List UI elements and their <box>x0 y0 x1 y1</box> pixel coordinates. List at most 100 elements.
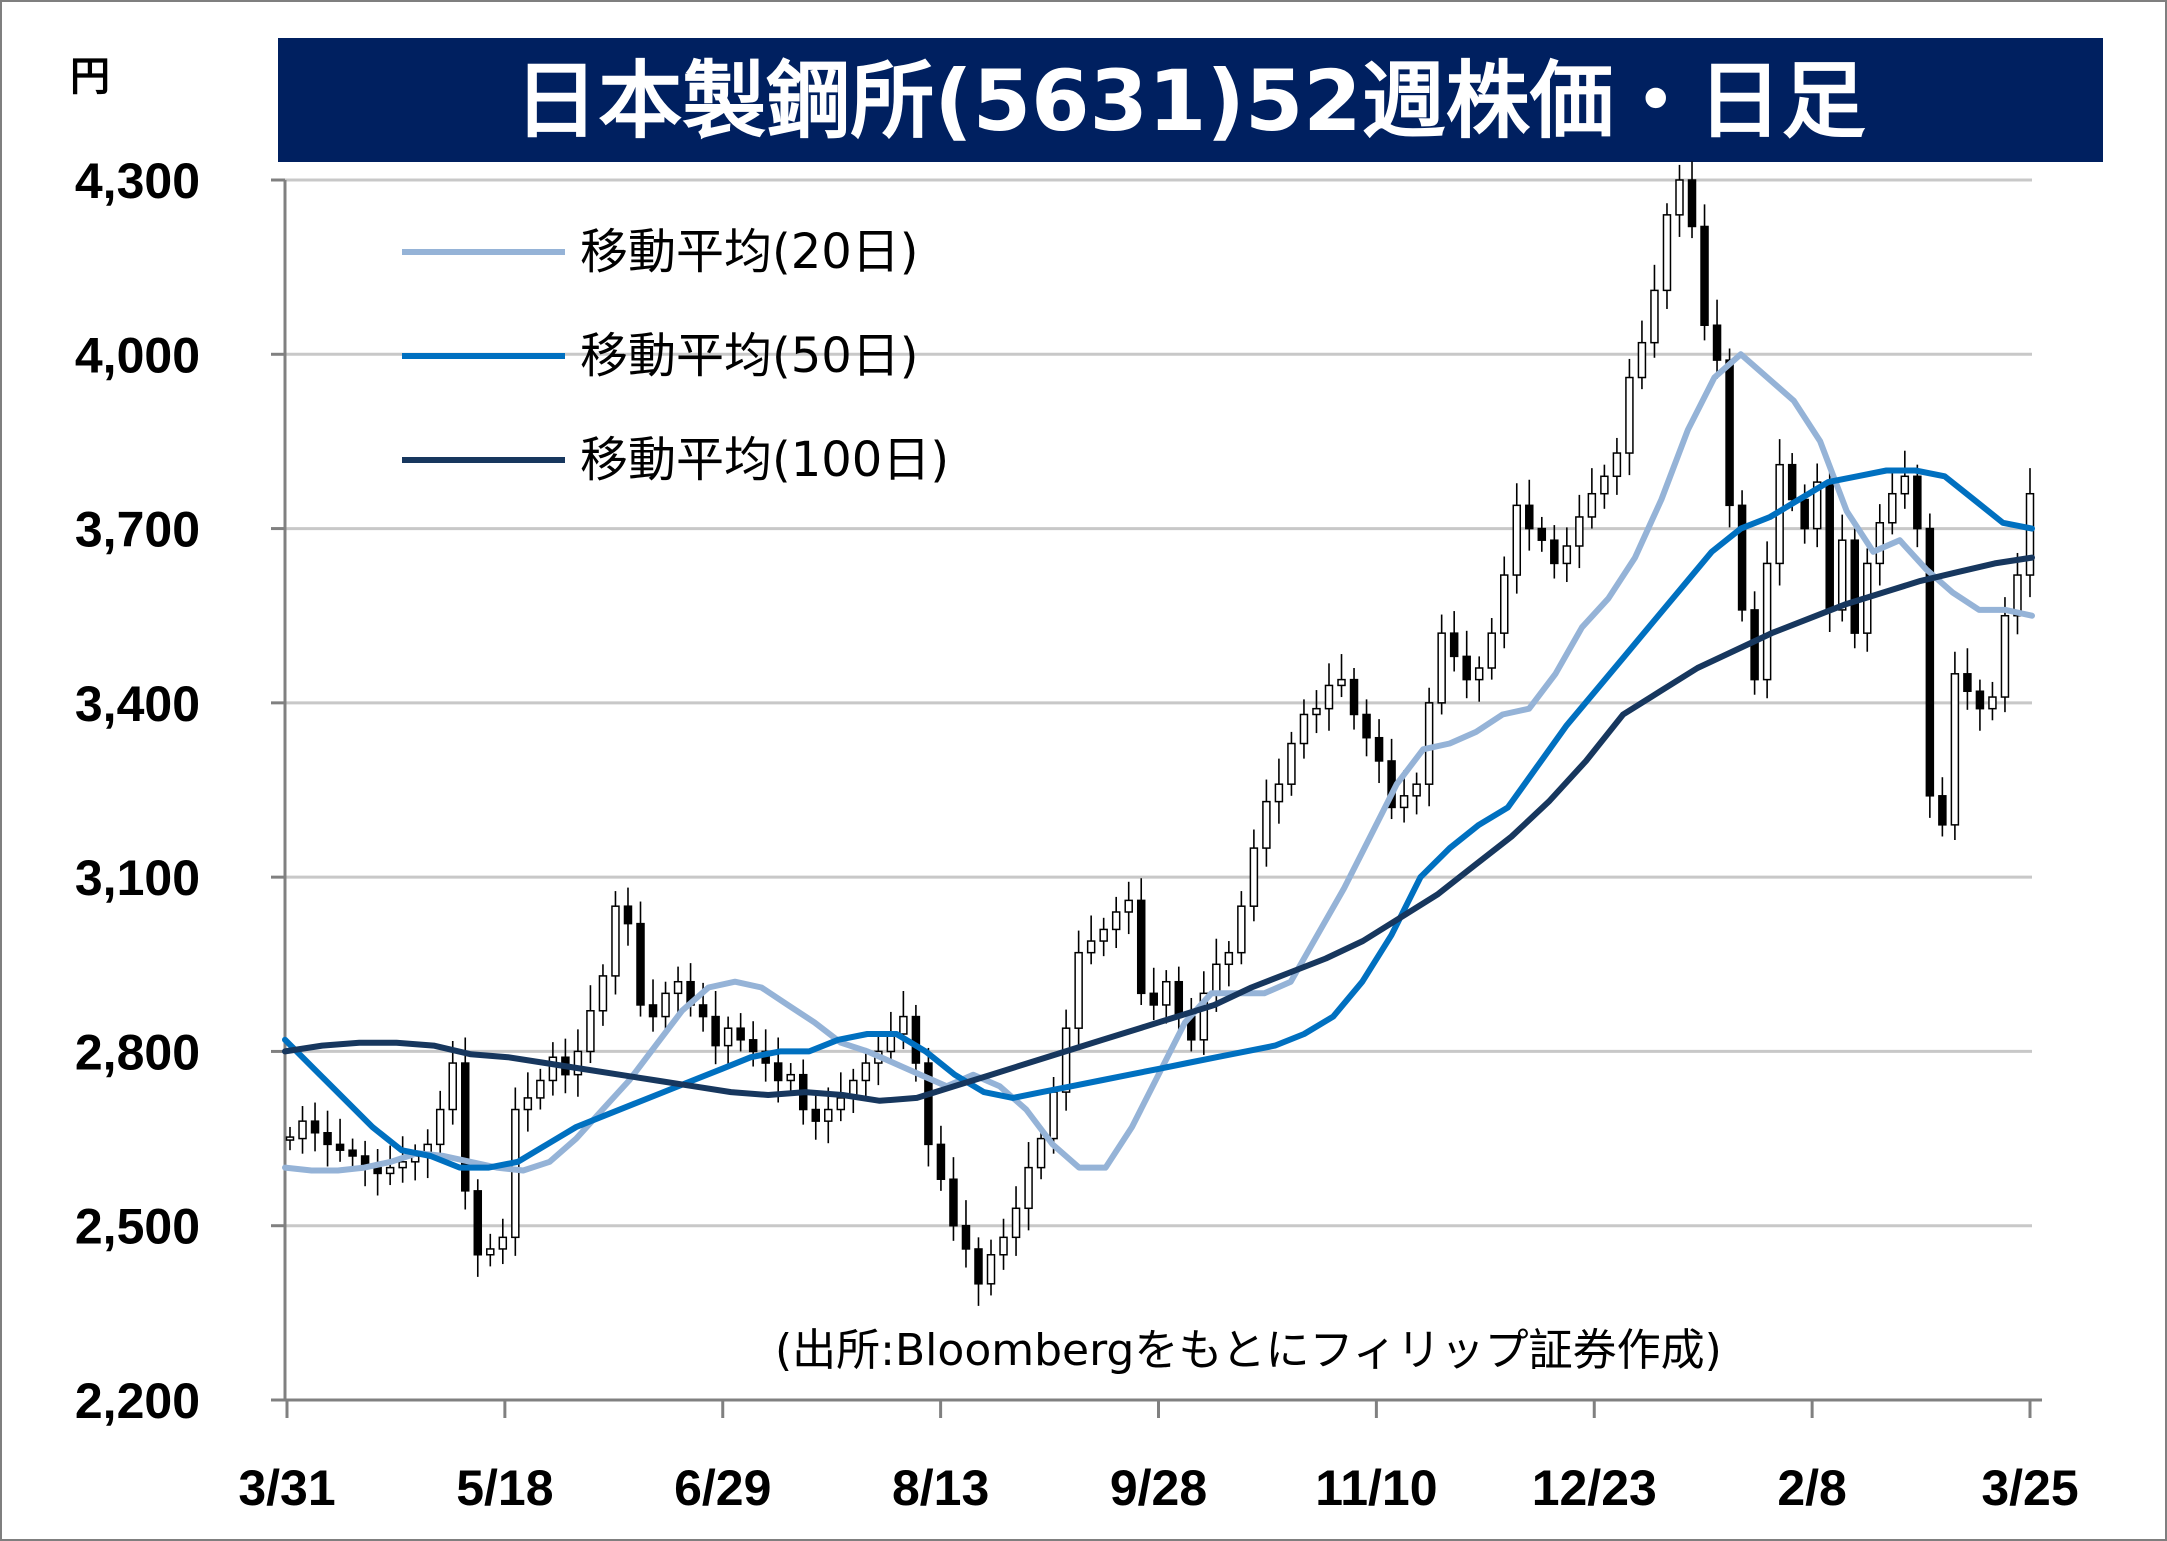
candle-body <box>986 1254 996 1285</box>
title-banner <box>278 38 2103 162</box>
candle-body <box>949 1178 958 1227</box>
y-axis-ticks: 4,300 4,000 3,700 3,400 3,100 2,800 2,500 2,200 <box>75 153 285 1429</box>
candle-body <box>1587 492 1597 518</box>
y-tick-label: 3,700 <box>75 502 200 558</box>
candle-body <box>999 1236 1008 1256</box>
candle-body <box>698 1004 708 1018</box>
candle-body <box>1913 475 1922 530</box>
candle-body <box>1224 951 1234 966</box>
candle-body <box>1237 905 1246 954</box>
candle-body <box>548 1056 558 1082</box>
candle-body <box>1512 504 1522 576</box>
candle-body <box>1888 492 1897 524</box>
candle-body <box>1011 1207 1021 1239</box>
candle-body <box>1111 911 1121 931</box>
candle-body <box>1637 341 1647 379</box>
candle-body <box>448 1062 457 1111</box>
candle-body <box>1024 1166 1033 1210</box>
candle-body <box>1712 324 1722 361</box>
candle-body <box>573 1050 583 1076</box>
legend-label-ma50: 移動平均(50日) <box>580 328 919 384</box>
candle-body <box>1274 783 1284 803</box>
candle-body <box>1787 463 1797 501</box>
candle-body <box>536 1079 545 1099</box>
candle-body <box>1199 992 1209 1041</box>
candle-body <box>961 1224 971 1250</box>
candle-body <box>335 1143 345 1151</box>
candle-body <box>924 1062 933 1146</box>
candle-body <box>636 922 645 1006</box>
candle-body <box>836 1097 846 1111</box>
candle-body <box>435 1108 445 1146</box>
x-tick-label: 2/8 <box>1777 1460 1847 1516</box>
candle-body <box>385 1166 395 1175</box>
candle-body <box>1687 179 1697 228</box>
candle-body <box>298 1120 307 1140</box>
candle-body <box>1675 179 1684 216</box>
candle-body <box>511 1108 520 1239</box>
candlesticks <box>285 161 2035 1306</box>
candle-body <box>1537 527 1547 541</box>
x-tick-label: 6/29 <box>674 1460 771 1516</box>
candle-body <box>1963 673 1972 692</box>
candle-body <box>1174 980 1184 1018</box>
candle-body <box>348 1149 357 1157</box>
candle-body <box>1036 1137 1046 1169</box>
y-tick-label: 3,100 <box>75 850 200 906</box>
candle-body <box>1412 783 1421 797</box>
candle-body <box>2025 492 2035 576</box>
candle-body <box>1925 527 1935 797</box>
candle-body <box>1900 475 1910 495</box>
candle-body <box>1162 980 1171 1006</box>
candle-body <box>1988 696 1997 710</box>
candle-body <box>323 1132 332 1146</box>
candle-body <box>1249 847 1259 907</box>
candle-body <box>773 1062 783 1082</box>
series-line-ma50 <box>282 467 2035 1171</box>
candle-body <box>2013 574 2022 617</box>
candle-body <box>398 1161 407 1169</box>
candle-body <box>1337 678 1346 687</box>
axes <box>283 180 2042 1402</box>
candle-body <box>1362 713 1371 739</box>
candle-body <box>1349 678 1359 716</box>
y-tick-label: 4,000 <box>75 327 200 383</box>
candle-body <box>373 1166 382 1175</box>
candle-body <box>1212 963 1221 995</box>
candle-body <box>285 1136 295 1141</box>
candle-body <box>723 1027 733 1047</box>
candle-body <box>461 1062 470 1192</box>
candle-body <box>310 1120 320 1134</box>
candle-body <box>1875 522 1885 565</box>
candle-body <box>736 1027 745 1041</box>
series-line-ma100 <box>282 554 2035 1104</box>
x-tick-label: 9/28 <box>1110 1460 1207 1516</box>
candle-body <box>1737 504 1747 611</box>
candle-body <box>1099 928 1108 942</box>
candle-body <box>786 1073 795 1082</box>
y-tick-label: 3,400 <box>75 676 200 732</box>
candle-body <box>1762 562 1772 681</box>
y-unit-label: 円 <box>70 55 110 99</box>
x-tick-label: 12/23 <box>1532 1460 1657 1516</box>
candle-body <box>1850 539 1859 634</box>
candle-body <box>1950 673 1960 826</box>
candle-body <box>1074 951 1083 1029</box>
candle-body <box>498 1236 508 1250</box>
candle-body <box>974 1248 983 1285</box>
candle-body <box>1575 516 1584 547</box>
candle-body <box>1550 539 1559 565</box>
source-note: (出所:Bloombergをもとにフィリップ証券作成) <box>775 1325 1722 1376</box>
candle-body <box>673 980 683 995</box>
candle-body <box>1700 225 1709 326</box>
candle-body <box>1124 899 1133 913</box>
candle-body <box>1662 214 1672 292</box>
candle-body <box>648 1004 658 1018</box>
candle-body <box>586 1010 595 1053</box>
legend-label-ma20: 移動平均(20日) <box>580 224 919 280</box>
candle-body <box>1562 545 1572 565</box>
candle-body <box>1499 574 1509 634</box>
candle-body <box>1424 702 1434 785</box>
candle-body <box>1650 289 1659 344</box>
